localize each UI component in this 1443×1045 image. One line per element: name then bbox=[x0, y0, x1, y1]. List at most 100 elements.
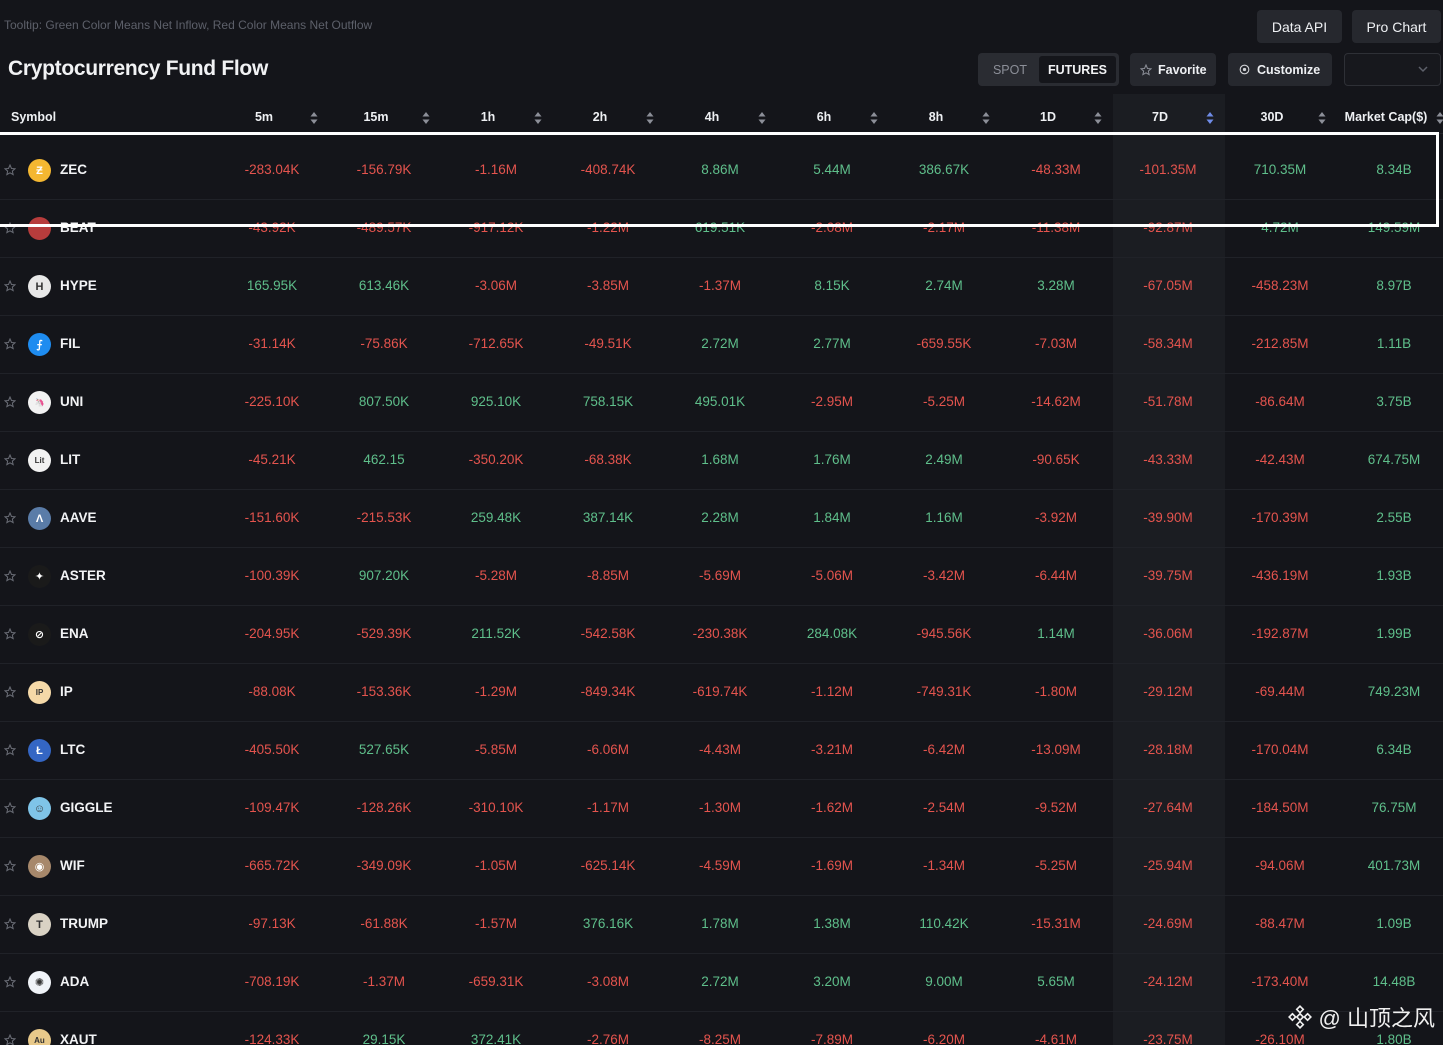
cell-market-cap-: 6.34B bbox=[1376, 742, 1412, 757]
table-row[interactable]: Λ AAVE -151.60K -215.53K 259.48K 387.14K 2.28M… bbox=[0, 490, 1443, 548]
cell-7d: -51.78M bbox=[1143, 394, 1193, 409]
cell-4h: -1.37M bbox=[698, 278, 742, 293]
table-row[interactable]: ⨍ FIL -31.14K -75.86K -712.65K -49.51K 2.72M 2.… bbox=[0, 316, 1443, 374]
column-header-7d[interactable]: 7D bbox=[1110, 100, 1210, 134]
favorite-star-icon[interactable] bbox=[4, 454, 16, 466]
table-row[interactable]: Ł LTC -405.50K 527.65K -5.85M -6.06M -4.43M -3.… bbox=[0, 722, 1443, 780]
column-header-6h[interactable]: 6h bbox=[774, 100, 874, 134]
cell-15m: -489.57K bbox=[356, 220, 412, 235]
tab-futures[interactable]: FUTURES bbox=[1039, 56, 1116, 83]
favorite-button[interactable]: Favorite bbox=[1130, 53, 1216, 86]
sort-icon[interactable] bbox=[1318, 111, 1326, 125]
symbol-label[interactable]: FIL bbox=[60, 336, 81, 351]
cell-market-cap-: 76.75M bbox=[1371, 800, 1417, 815]
favorite-star-icon[interactable] bbox=[4, 396, 16, 408]
cell-4h: -619.74K bbox=[692, 684, 748, 699]
table-row[interactable]: H HYPE 165.95K 613.46K -3.06M -3.85M -1.37M 8.1… bbox=[0, 258, 1443, 316]
beat-coin-icon bbox=[28, 217, 51, 240]
sort-icon[interactable] bbox=[1436, 111, 1443, 125]
cell-8h: -2.54M bbox=[922, 800, 966, 815]
table-row[interactable]: Ƶ ZEC -283.04K -156.79K -1.16M -408.74K 8.86M 5… bbox=[0, 142, 1443, 200]
column-header-5m[interactable]: 5m bbox=[214, 100, 314, 134]
tab-spot[interactable]: SPOT bbox=[992, 62, 1028, 77]
table-row[interactable]: ☺ GIGGLE -109.47K -128.26K -310.10K -1.17M -1.… bbox=[0, 780, 1443, 838]
table-row[interactable]: Lit LIT -45.21K 462.15 -350.20K -68.38K 1.68M 1… bbox=[0, 432, 1443, 490]
table-row[interactable]: BEAT -43.92K -489.57K -917.12K -1.22M 619.51K… bbox=[0, 200, 1443, 258]
symbol-label[interactable]: TRUMP bbox=[60, 916, 108, 931]
cell-6h: 1.76M bbox=[813, 452, 851, 467]
symbol-label[interactable]: LTC bbox=[60, 742, 86, 757]
cell-6h: 5.44M bbox=[813, 162, 851, 177]
symbol-label[interactable]: AAVE bbox=[60, 510, 97, 525]
symbol-label[interactable]: XAUT bbox=[60, 1032, 97, 1045]
symbol-label[interactable]: ZEC bbox=[60, 162, 87, 177]
sort-icon[interactable] bbox=[534, 111, 542, 125]
sort-icon[interactable] bbox=[1094, 111, 1102, 125]
customize-button[interactable]: Customize bbox=[1228, 53, 1332, 86]
favorite-star-icon[interactable] bbox=[4, 280, 16, 292]
table-row[interactable]: 🦄 UNI -225.10K 807.50K 925.10K 758.15K 495.01K… bbox=[0, 374, 1443, 432]
favorite-star-icon[interactable] bbox=[4, 570, 16, 582]
symbol-label[interactable]: ADA bbox=[60, 974, 90, 989]
cell-30d: -212.85M bbox=[1251, 336, 1309, 351]
favorite-star-icon[interactable] bbox=[4, 802, 16, 814]
favorite-star-icon[interactable] bbox=[4, 860, 16, 872]
table-row[interactable]: ✦ ASTER -100.39K 907.20K -5.28M -8.85M -5.69M -… bbox=[0, 548, 1443, 606]
table-row[interactable]: T TRUMP -97.13K -61.88K -1.57M 376.16K 1.78M 1.… bbox=[0, 896, 1443, 954]
favorite-star-icon[interactable] bbox=[4, 976, 16, 988]
favorite-star-icon[interactable] bbox=[4, 222, 16, 234]
table-row[interactable]: ✺ ADA -708.19K -1.37M -659.31K -3.08M 2.72M 3.2… bbox=[0, 954, 1443, 1012]
column-header-label: 5m bbox=[254, 110, 274, 124]
cell-8h: -6.42M bbox=[922, 742, 966, 757]
symbol-label[interactable]: BEAT bbox=[60, 220, 96, 235]
cell-1h: -1.05M bbox=[474, 858, 518, 873]
cell-15m: -75.86K bbox=[360, 336, 408, 351]
sort-icon[interactable] bbox=[310, 111, 318, 125]
symbol-label[interactable]: UNI bbox=[60, 394, 84, 409]
sort-icon[interactable] bbox=[646, 111, 654, 125]
symbol-label[interactable]: IP bbox=[60, 684, 73, 699]
symbol-label[interactable]: ASTER bbox=[60, 568, 106, 583]
sort-icon[interactable] bbox=[1206, 111, 1214, 125]
favorite-star-icon[interactable] bbox=[4, 338, 16, 350]
column-header-1d[interactable]: 1D bbox=[998, 100, 1098, 134]
data-api-button[interactable]: Data API bbox=[1257, 10, 1342, 43]
sort-icon[interactable] bbox=[982, 111, 990, 125]
column-header-30d[interactable]: 30D bbox=[1222, 100, 1322, 134]
column-header-8h[interactable]: 8h bbox=[886, 100, 986, 134]
symbol-label[interactable]: WIF bbox=[60, 858, 85, 873]
favorite-star-icon[interactable] bbox=[4, 512, 16, 524]
sort-icon[interactable] bbox=[758, 111, 766, 125]
table-row[interactable]: ⊘ ENA -204.95K -529.39K 211.52K -542.58K -230.… bbox=[0, 606, 1443, 664]
symbol-label[interactable]: HYPE bbox=[60, 278, 97, 293]
cell-30d: -192.87M bbox=[1251, 626, 1309, 641]
column-header-1h[interactable]: 1h bbox=[438, 100, 538, 134]
symbol-label[interactable]: ENA bbox=[60, 626, 89, 641]
sort-icon[interactable] bbox=[870, 111, 878, 125]
column-header-4h[interactable]: 4h bbox=[662, 100, 762, 134]
column-header-label: 30D bbox=[1260, 110, 1284, 124]
column-header-label: 1D bbox=[1040, 110, 1056, 124]
favorite-star-icon[interactable] bbox=[4, 628, 16, 640]
symbol-label[interactable]: GIGGLE bbox=[60, 800, 113, 815]
column-header-15m[interactable]: 15m bbox=[326, 100, 426, 134]
sort-icon[interactable] bbox=[422, 111, 430, 125]
column-header-2h[interactable]: 2h bbox=[550, 100, 650, 134]
symbol-label[interactable]: LIT bbox=[60, 452, 81, 467]
column-header-symbol[interactable]: Symbol bbox=[11, 100, 56, 134]
cell-market-cap-: 2.55B bbox=[1376, 510, 1412, 525]
table-row[interactable]: Au XAUT -124.33K 29.15K 372.41K -2.76M -8.25M -… bbox=[0, 1012, 1443, 1045]
favorite-star-icon[interactable] bbox=[4, 918, 16, 930]
cell-4h: 8.86M bbox=[701, 162, 739, 177]
cell-5m: -204.95K bbox=[244, 626, 300, 641]
pro-chart-button[interactable]: Pro Chart bbox=[1352, 10, 1441, 43]
table-row[interactable]: ◉ WIF -665.72K -349.09K -1.05M -625.14K -4.59M… bbox=[0, 838, 1443, 896]
cell-2h: -8.85M bbox=[586, 568, 630, 583]
favorite-star-icon[interactable] bbox=[4, 744, 16, 756]
favorite-star-icon[interactable] bbox=[4, 164, 16, 176]
favorite-star-icon[interactable] bbox=[4, 686, 16, 698]
column-header-market-cap-[interactable]: Market Cap($) bbox=[1336, 100, 1436, 134]
table-row[interactable]: IP IP -88.08K -153.36K -1.29M -849.34K -619.74… bbox=[0, 664, 1443, 722]
favorite-star-icon[interactable] bbox=[4, 1034, 16, 1045]
filter-dropdown[interactable] bbox=[1344, 53, 1441, 86]
